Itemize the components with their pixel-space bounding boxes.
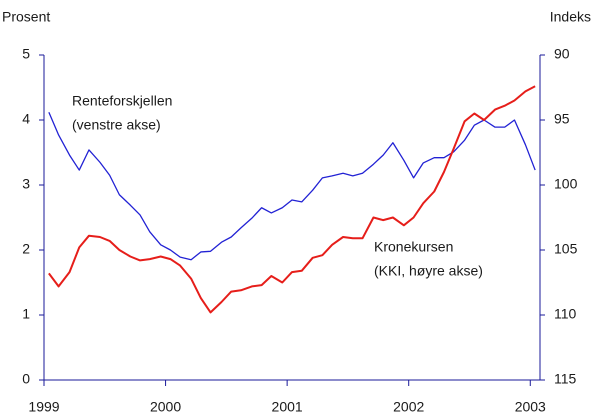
y2-tick-label: 110 (554, 306, 577, 322)
line-series (48, 111, 536, 261)
y2-tick-label: 90 (554, 46, 570, 62)
y-tick-label: 1 (22, 306, 30, 322)
annotation: (KKI, høyre akse) (374, 263, 483, 279)
x-tick-label: 1999 (28, 399, 59, 415)
y2-tick-label: 105 (554, 241, 578, 257)
annotation: (venstre akse) (72, 117, 161, 133)
x-tick-label: 2002 (393, 399, 424, 415)
line-series (48, 85, 536, 314)
x-tick-label: 2001 (272, 399, 303, 415)
annotation: Kronekursen (374, 239, 453, 255)
y-tick-label: 0 (22, 371, 30, 387)
y2-axis-title: Indeks (550, 9, 591, 25)
x-tick-label: 2003 (515, 399, 546, 415)
x-tick-label: 2000 (150, 399, 181, 415)
y2-tick-label: 95 (554, 111, 570, 127)
annotation: Renteforskjellen (72, 93, 172, 109)
y-tick-label: 3 (22, 176, 30, 192)
y2-tick-label: 115 (554, 371, 577, 387)
y-tick-label: 4 (22, 111, 30, 127)
y2-tick-label: 100 (554, 176, 578, 192)
y-tick-label: 2 (22, 241, 30, 257)
y-tick-label: 5 (22, 46, 30, 62)
y-axis-title: Prosent (2, 9, 50, 25)
